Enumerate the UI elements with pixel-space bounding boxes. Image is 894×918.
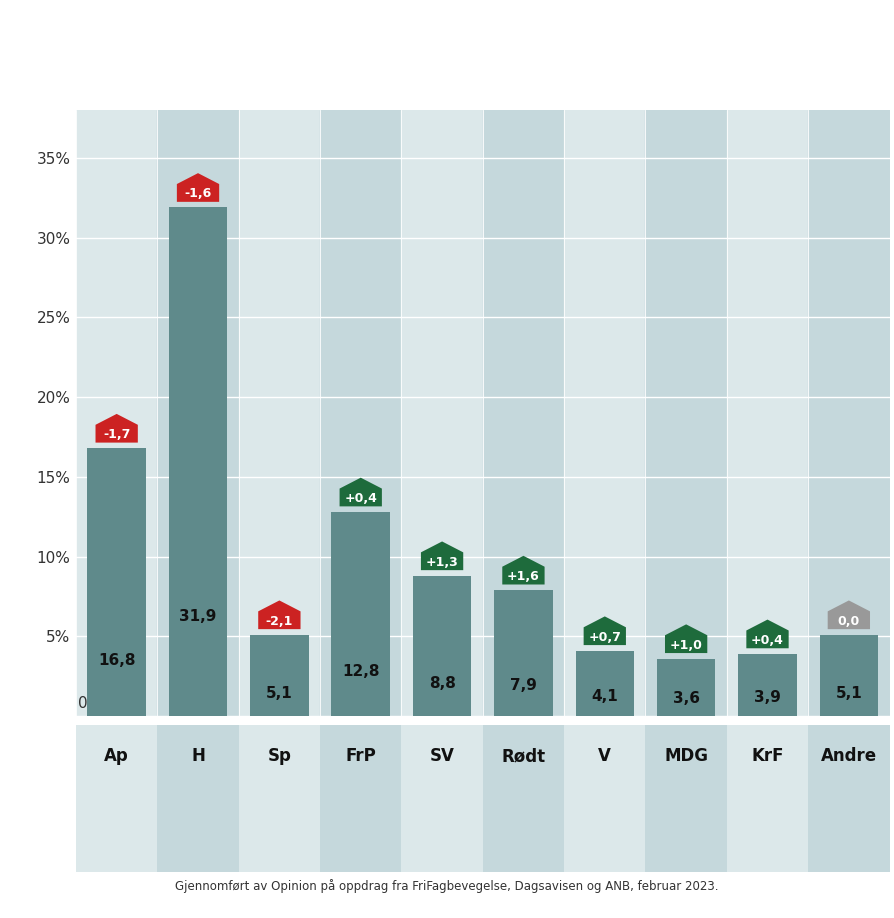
Bar [564,725,645,794]
Text: +1,6: +1,6 [507,570,540,583]
Text: +0,7: +0,7 [588,631,621,644]
Bar [320,794,401,872]
Text: SV: SV [430,747,454,766]
Text: V: V [598,747,611,766]
Bar [157,725,239,794]
Text: 7,9: 7,9 [510,678,537,693]
Text: 5,1: 5,1 [836,687,862,701]
Text: Sp: Sp [267,747,291,766]
Bar [76,110,157,716]
Text: 0,0: 0,0 [838,615,860,628]
Bar [576,651,634,716]
Text: MDG: MDG [664,747,708,766]
Polygon shape [746,620,789,648]
Bar [645,110,727,716]
Text: 31,9: 31,9 [180,610,216,624]
Bar [239,725,320,794]
Bar [494,590,552,716]
Bar [157,110,239,716]
Bar [76,794,157,872]
Text: Gjennomført av Opinion på oppdrag fra FriFagbevegelse, Dagsavisen og ANB, februa: Gjennomført av Opinion på oppdrag fra Fr… [175,879,719,893]
Bar [320,725,401,794]
Text: FrP: FrP [345,747,376,766]
Bar [320,110,401,716]
Text: +1,3: +1,3 [426,555,459,568]
Text: -2,1: -2,1 [266,615,293,628]
Bar [727,725,808,794]
Bar [76,725,157,794]
Bar [483,110,564,716]
Bar [727,110,808,716]
Bar [401,725,483,794]
Polygon shape [96,414,138,442]
Text: H: H [191,747,205,766]
Text: -1,7: -1,7 [103,428,131,441]
Bar [738,654,797,716]
Bar [727,794,808,872]
Polygon shape [258,600,300,629]
Text: KrF: KrF [751,747,784,766]
Text: 3,6: 3,6 [672,690,700,706]
Text: +0,4: +0,4 [344,492,377,505]
Polygon shape [584,616,626,645]
Polygon shape [177,174,219,202]
Bar [564,110,645,716]
Bar [401,794,483,872]
Text: +1,0: +1,0 [670,639,703,652]
Bar [564,794,645,872]
Text: 8,8: 8,8 [428,676,456,690]
Text: 16,8: 16,8 [98,653,135,667]
Bar [645,794,727,872]
Text: +0,4: +0,4 [751,633,784,647]
Bar [413,576,471,716]
Polygon shape [665,624,707,653]
Bar [157,794,239,872]
Bar [657,658,715,716]
Text: Rødt: Rødt [502,747,545,766]
Bar [332,512,390,716]
Text: 4,1: 4,1 [592,689,618,704]
Bar [808,794,890,872]
Text: Partibarometer februar 2023: Partibarometer februar 2023 [13,22,626,58]
Bar [88,448,146,716]
Text: 0: 0 [79,696,88,711]
Bar [250,634,308,716]
Text: Andre: Andre [821,747,877,766]
Polygon shape [828,600,870,629]
Polygon shape [421,542,463,570]
Bar [169,207,227,716]
Bar [239,110,320,716]
Bar [239,794,320,872]
Bar [808,110,890,716]
Bar [483,794,564,872]
Text: (Endring fra januar): (Endring fra januar) [13,79,164,94]
Bar [820,634,878,716]
Polygon shape [340,477,382,507]
Bar [401,110,483,716]
Text: 3,9: 3,9 [754,689,781,705]
Polygon shape [502,555,544,585]
Text: 5,1: 5,1 [266,687,292,701]
Text: Ap: Ap [105,747,129,766]
Bar [808,725,890,794]
Text: 12,8: 12,8 [342,665,379,679]
Text: -1,6: -1,6 [184,187,212,200]
Bar [645,725,727,794]
Bar [483,725,564,794]
